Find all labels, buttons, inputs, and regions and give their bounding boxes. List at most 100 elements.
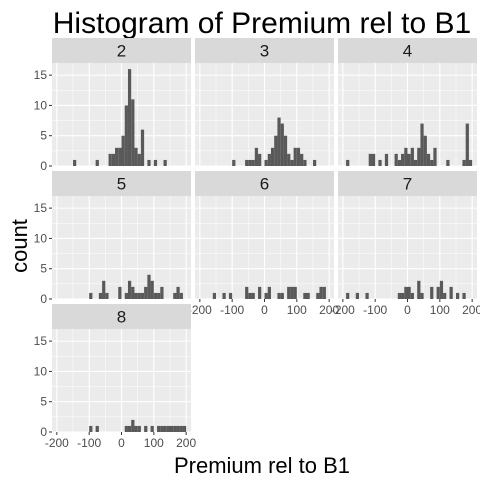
histogram-bar xyxy=(439,280,444,299)
histogram-bar xyxy=(401,153,405,166)
x-tick-label: 100 xyxy=(144,436,164,450)
x-tick-label: -100 xyxy=(77,436,101,450)
histogram-bar xyxy=(290,159,294,166)
histogram-bar xyxy=(394,153,398,166)
histogram-bar xyxy=(410,147,414,166)
histogram-bar xyxy=(137,153,141,166)
x-tick-label: 0 xyxy=(261,303,268,317)
facet-strip xyxy=(52,304,191,329)
histogram-bar xyxy=(140,129,145,166)
histogram-bar xyxy=(124,292,128,299)
histogram-bar xyxy=(121,135,125,166)
histogram-bar xyxy=(468,159,473,166)
x-tick-label: 200 xyxy=(176,436,196,450)
histogram-bar xyxy=(127,69,132,166)
facet-strip xyxy=(338,171,477,196)
histogram-bar xyxy=(131,419,135,432)
histogram-bar xyxy=(182,425,187,432)
histogram-bar xyxy=(131,286,135,299)
x-axis-title: Premium rel to B1 xyxy=(174,453,350,478)
histogram-bar xyxy=(245,286,249,299)
facet-panel-8: 8 0 5 10 15 -200 -100 0 100 200 xyxy=(34,304,196,450)
histogram-bar xyxy=(277,117,281,166)
histogram-bar xyxy=(147,274,151,299)
histogram-bar xyxy=(465,123,469,166)
facet-panel-6: 6 -200 -100 0 100 200 xyxy=(188,171,339,317)
histogram-bar xyxy=(430,159,434,166)
histogram-bar xyxy=(73,159,77,166)
histogram-bar xyxy=(127,425,132,432)
facet-strip-label: 8 xyxy=(117,308,126,327)
histogram-bar xyxy=(426,153,431,166)
histogram-bar xyxy=(147,159,151,166)
y-tick-label: 10 xyxy=(34,231,48,245)
y-tick-label: 0 xyxy=(40,425,47,439)
x-tick-label: 0 xyxy=(404,303,411,317)
histogram-bar xyxy=(131,99,135,166)
facet-strip xyxy=(338,38,477,63)
histogram-bar xyxy=(346,292,350,299)
histogram-bar xyxy=(89,425,93,432)
histogram-bar xyxy=(157,425,161,432)
y-tick-label: 15 xyxy=(34,201,48,215)
facet-panel-2: 2 0 5 10 15 xyxy=(34,38,191,173)
histogram-bar xyxy=(163,425,167,432)
histogram-bar xyxy=(251,159,255,166)
histogram-bar xyxy=(296,147,301,166)
histogram-bar xyxy=(462,159,466,166)
x-tick-label: -100 xyxy=(220,303,244,317)
histogram-bar xyxy=(111,153,116,166)
histogram-bar xyxy=(293,147,297,166)
histogram-bar xyxy=(118,147,122,166)
histogram-bar xyxy=(378,159,382,166)
x-tick-label: -100 xyxy=(363,303,387,317)
histogram-bar xyxy=(251,292,255,299)
histogram-bar xyxy=(417,147,421,166)
histogram-bar xyxy=(160,286,164,299)
histogram-bar xyxy=(127,280,132,299)
histogram-bar xyxy=(134,425,138,432)
facet-strip xyxy=(195,38,334,63)
histogram-bar xyxy=(166,425,170,432)
x-tick-label: 200 xyxy=(462,303,480,317)
histogram-bar xyxy=(346,159,350,166)
histogram-bar xyxy=(410,292,414,299)
histogram-bar xyxy=(303,292,307,299)
facet-strip-label: 7 xyxy=(403,175,412,194)
histogram-bar xyxy=(280,123,284,166)
y-tick-label: 10 xyxy=(34,364,48,378)
histogram-bar xyxy=(212,292,217,299)
histogram-bar xyxy=(397,292,402,299)
histogram-bar xyxy=(290,286,294,299)
facet-strip-label: 2 xyxy=(117,42,126,61)
histogram-bar xyxy=(134,292,138,299)
histogram-bar xyxy=(160,425,164,432)
histogram-bar xyxy=(95,159,99,166)
histogram-bar xyxy=(316,292,320,299)
histogram-bar xyxy=(404,147,408,166)
histogram-bar xyxy=(150,280,154,299)
histogram-bar xyxy=(420,123,424,166)
histogram-bar xyxy=(115,147,119,166)
histogram-bar xyxy=(153,292,158,299)
histogram-bar xyxy=(423,135,427,166)
x-tick-label: -200 xyxy=(188,303,212,317)
histogram-bar xyxy=(368,153,372,166)
histogram-bar xyxy=(108,153,112,166)
histogram-bar xyxy=(95,425,99,432)
y-tick-label: 15 xyxy=(34,68,48,82)
histogram-bar xyxy=(228,292,233,299)
histogram-bar xyxy=(157,292,161,299)
histogram-bar xyxy=(397,159,402,166)
histogram-bar xyxy=(293,286,297,299)
histogram-bar xyxy=(258,286,262,299)
histogram-bar xyxy=(443,292,447,299)
histogram-bar xyxy=(89,292,93,299)
histogram-bar xyxy=(140,292,145,299)
histogram-bar xyxy=(267,153,271,166)
histogram-bar xyxy=(264,292,268,299)
histogram-bar xyxy=(417,280,421,299)
y-tick-label: 5 xyxy=(40,395,47,409)
facet-panel-5: 5 0 5 10 15 xyxy=(34,171,191,306)
